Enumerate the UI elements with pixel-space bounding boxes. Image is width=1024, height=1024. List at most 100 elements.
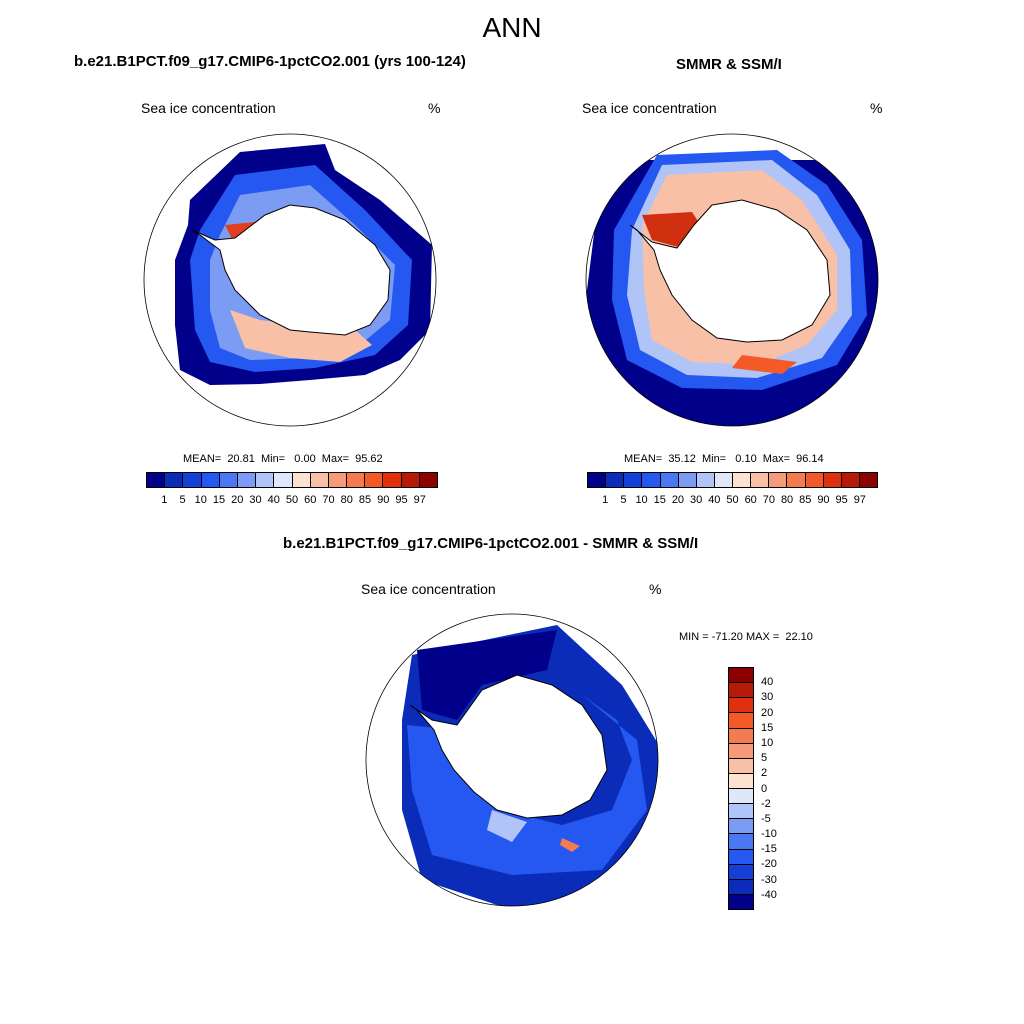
colorbar-swatch xyxy=(729,773,753,789)
map-boundary xyxy=(365,613,659,907)
diff-positive-patch xyxy=(560,838,580,852)
colorbar-swatch xyxy=(588,473,607,487)
colorbar-tick-label: 70 xyxy=(322,494,335,506)
colorbar-swatch xyxy=(201,473,220,487)
colorbar-swatch xyxy=(729,713,753,729)
colorbar-tick-label: 5 xyxy=(179,494,186,506)
colorbar-tick-label: 40 xyxy=(708,494,721,506)
colorbar-swatch xyxy=(365,473,384,487)
colorbar-tick-label: 85 xyxy=(358,494,372,506)
panel-3-units-label: % xyxy=(649,581,662,597)
diff-field-light xyxy=(487,810,527,842)
colorbar-tick-label: 97 xyxy=(853,494,866,506)
antarctica-land xyxy=(629,199,831,343)
colorbar-tick-label: 40 xyxy=(267,494,280,506)
panel-2-units-label: % xyxy=(870,100,883,116)
colorbar-swatch xyxy=(751,473,770,487)
panel-3-map xyxy=(365,613,659,907)
colorbar-swatch xyxy=(696,473,715,487)
map-boundary xyxy=(143,133,437,427)
colorbar-tick-label: 95 xyxy=(835,494,848,506)
colorbar-swatch xyxy=(729,683,753,699)
colorbar-tick-label: 15 xyxy=(653,494,666,506)
colorbar-swatch xyxy=(183,473,202,487)
map-boundary xyxy=(585,133,879,427)
colorbar-tick-label: 90 xyxy=(377,494,390,506)
panel-3-colorbar-ticks: 40 30 20 15 10 5 2 0 -2 -5 -10 -15 -20 -30 -40 xyxy=(761,667,801,910)
colorbar-swatch xyxy=(401,473,420,487)
colorbar-tick-label: 80 xyxy=(780,494,794,506)
colorbar-swatch xyxy=(729,894,753,909)
panel-1-units-label: % xyxy=(428,100,441,116)
colorbar-swatch xyxy=(859,473,877,487)
colorbar-tick-label: 20 xyxy=(671,494,685,506)
colorbar-swatch xyxy=(841,473,860,487)
colorbar-tick-label: 30 xyxy=(761,691,774,704)
colorbar-swatch xyxy=(310,473,329,487)
colorbar-tick-label: -15 xyxy=(761,843,777,856)
colorbar-swatch xyxy=(624,473,643,487)
colorbar-tick-label: 20 xyxy=(231,494,244,506)
panel-2-variable-label: Sea ice concentration xyxy=(582,100,717,116)
ross-high-conc xyxy=(732,355,797,374)
panel-2-colorbar-ticks: 1 5 10 15 20 30 40 50 60 70 80 85 90 95 97 xyxy=(587,494,878,508)
colorbar-swatch xyxy=(147,473,166,487)
colorbar-swatch xyxy=(419,473,437,487)
panel-3-min-max: MIN = -71.20 MAX = 22.10 xyxy=(679,631,813,643)
antarctica-land xyxy=(191,204,391,336)
colorbar-swatch xyxy=(165,473,184,487)
colorbar-tick-label: 10 xyxy=(635,494,648,506)
colorbar-tick-label: 85 xyxy=(799,494,812,506)
colorbar-tick-label: 20 xyxy=(761,706,774,719)
colorbar-tick-label: 90 xyxy=(817,494,830,506)
panel-3-variable-label: Sea ice concentration xyxy=(361,581,496,597)
colorbar-tick-label: 15 xyxy=(212,494,226,506)
panel-2-colorbar xyxy=(587,472,878,488)
panel-3-title: b.e21.B1PCT.f09_g17.CMIP6-1pctCO2.001 - … xyxy=(283,535,699,552)
ice-field-pack xyxy=(230,310,372,362)
colorbar-tick-label: 97 xyxy=(413,494,426,506)
colorbar-swatch xyxy=(292,473,311,487)
colorbar-swatch xyxy=(729,864,753,880)
colorbar-tick-label: 2 xyxy=(761,767,768,780)
colorbar-swatch xyxy=(383,473,402,487)
colorbar-tick-label: 60 xyxy=(744,494,757,506)
colorbar-tick-label: 50 xyxy=(285,494,299,506)
colorbar-swatch xyxy=(805,473,824,487)
colorbar-swatch xyxy=(729,743,753,759)
panel-1-variable-label: Sea ice concentration xyxy=(141,100,276,116)
colorbar-tick-label: -20 xyxy=(761,858,777,871)
colorbar-tick-label: 0 xyxy=(761,782,768,795)
colorbar-swatch xyxy=(729,728,753,744)
colorbar-swatch xyxy=(219,473,238,487)
colorbar-tick-label: 50 xyxy=(726,494,739,506)
colorbar-tick-label: -30 xyxy=(761,873,777,886)
colorbar-tick-label: -10 xyxy=(761,828,777,841)
colorbar-swatch xyxy=(729,758,753,774)
colorbar-swatch xyxy=(714,473,733,487)
colorbar-swatch xyxy=(256,473,275,487)
panel-3-colorbar xyxy=(728,667,754,910)
colorbar-swatch xyxy=(769,473,788,487)
colorbar-tick-label: 40 xyxy=(761,676,774,689)
colorbar-tick-label: 15 xyxy=(761,721,774,734)
antarctica-land xyxy=(409,674,608,819)
figure-title: ANN xyxy=(482,12,542,43)
colorbar-swatch xyxy=(274,473,293,487)
colorbar-tick-label: 60 xyxy=(304,494,317,506)
colorbar-swatch xyxy=(678,473,697,487)
colorbar-tick-label: 10 xyxy=(761,736,774,749)
colorbar-swatch xyxy=(729,849,753,865)
colorbar-swatch xyxy=(237,473,257,487)
colorbar-swatch xyxy=(328,473,348,487)
panel-1-colorbar-ticks: 1 5 10 15 20 30 40 50 60 70 80 85 90 95 97 xyxy=(146,494,438,508)
colorbar-tick-label: 30 xyxy=(249,494,262,506)
colorbar-swatch xyxy=(733,473,752,487)
diff-field-mid xyxy=(407,695,647,875)
colorbar-tick-label: 80 xyxy=(340,494,353,506)
panel-2-title: SMMR & SSM/I xyxy=(676,56,782,73)
colorbar-swatch xyxy=(729,789,753,805)
colorbar-tick-label: 1 xyxy=(161,494,168,506)
panel-1-colorbar xyxy=(146,472,438,488)
diff-field-core xyxy=(417,630,557,720)
